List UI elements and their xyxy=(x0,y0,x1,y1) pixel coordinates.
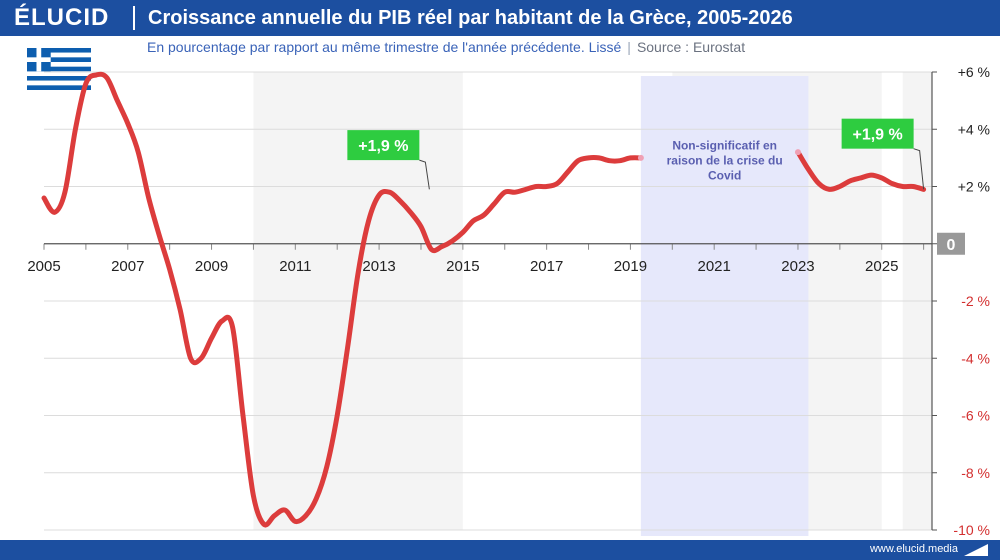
brand-logo: ÉLUCID xyxy=(14,4,110,31)
x-tick-label: 2025 xyxy=(865,258,898,275)
flag-stripe xyxy=(27,62,91,67)
annotation-leader xyxy=(913,148,925,190)
covid-label-line: Covid xyxy=(708,168,741,182)
x-tick-label: 2015 xyxy=(446,258,479,275)
x-tick-label: 2023 xyxy=(781,258,814,275)
y-tick-label: -4 % xyxy=(961,350,990,366)
y-tick-labels: +6 % +4 % +2 % 0 -2 % -4 % -6 % -8 % -10 % xyxy=(937,64,990,538)
x-tick-label: 2011 xyxy=(279,258,311,275)
series-line xyxy=(795,149,927,192)
greece-flag-icon xyxy=(27,48,91,90)
annotation-leader xyxy=(419,159,430,190)
x-tick-labels: 2005 2007 2009 2011 2013 2015 2017 2019 2021 2023… xyxy=(27,258,898,275)
y-tick-label: +6 % xyxy=(958,64,990,80)
flag-cross-vertical xyxy=(36,48,42,72)
y-tick-label: -6 % xyxy=(961,408,990,424)
subtitle-separator: | xyxy=(627,39,631,55)
flag-stripes xyxy=(27,48,91,90)
flag-stripe xyxy=(27,76,91,81)
y-tick-label: +2 % xyxy=(958,179,990,195)
header-divider xyxy=(133,6,135,30)
subtitle-text: En pourcentage par rapport au même trime… xyxy=(147,39,622,55)
site-url: www.elucid.media xyxy=(869,543,958,555)
annotation-badge xyxy=(841,118,914,149)
y-tick-label: 0 xyxy=(947,237,956,254)
series-lines xyxy=(41,71,927,528)
x-tick-label: 2013 xyxy=(362,258,395,275)
x-tick-label: 2017 xyxy=(530,258,563,275)
faded-endpoint xyxy=(794,149,801,156)
footer-logo-icon xyxy=(964,544,988,556)
flag-stripe xyxy=(27,52,91,58)
flag-stripe xyxy=(27,71,91,76)
annotations: +1,9 % +1,9 % xyxy=(347,118,925,190)
flag-stripe xyxy=(27,85,91,90)
footer-bar: www.elucid.media xyxy=(0,540,1000,560)
x-tick-label: 2021 xyxy=(698,258,731,275)
x-tick-label: 2007 xyxy=(111,258,144,275)
chart-title: Croissance annuelle du PIB réel par habi… xyxy=(148,7,793,29)
flag-stripe xyxy=(27,48,91,53)
zero-badge xyxy=(937,232,965,255)
x-tick-label: 2019 xyxy=(614,258,647,275)
y-tick-label: -8 % xyxy=(961,465,990,481)
flag-stripe xyxy=(27,66,91,72)
header-bar: ÉLUCID Croissance annuelle du PIB réel p… xyxy=(0,0,1000,36)
y-tick-label: -2 % xyxy=(961,293,990,309)
annotation-label: +1,9 % xyxy=(358,138,408,155)
faded-endpoint xyxy=(637,154,644,161)
chart-subtitle: En pourcentage par rapport au même trime… xyxy=(147,39,745,55)
x-tick-label: 2005 xyxy=(27,258,60,275)
axes xyxy=(44,71,937,531)
y-tick-label: -10 % xyxy=(953,522,990,538)
annotation-badge xyxy=(347,130,420,161)
x-tick-label: 2009 xyxy=(195,258,228,275)
flag-stripe xyxy=(27,80,91,86)
source-text: Source : Eurostat xyxy=(636,39,746,55)
annotation-label: +1,9 % xyxy=(852,127,902,144)
y-tick-label: +4 % xyxy=(958,121,990,137)
covid-label-line: raison de la crise du xyxy=(667,153,783,167)
covid-highlight-band xyxy=(640,76,809,536)
covid-label-line: Non-significatif en xyxy=(672,138,777,152)
flag-stripe xyxy=(27,57,91,62)
series-line xyxy=(41,71,644,528)
